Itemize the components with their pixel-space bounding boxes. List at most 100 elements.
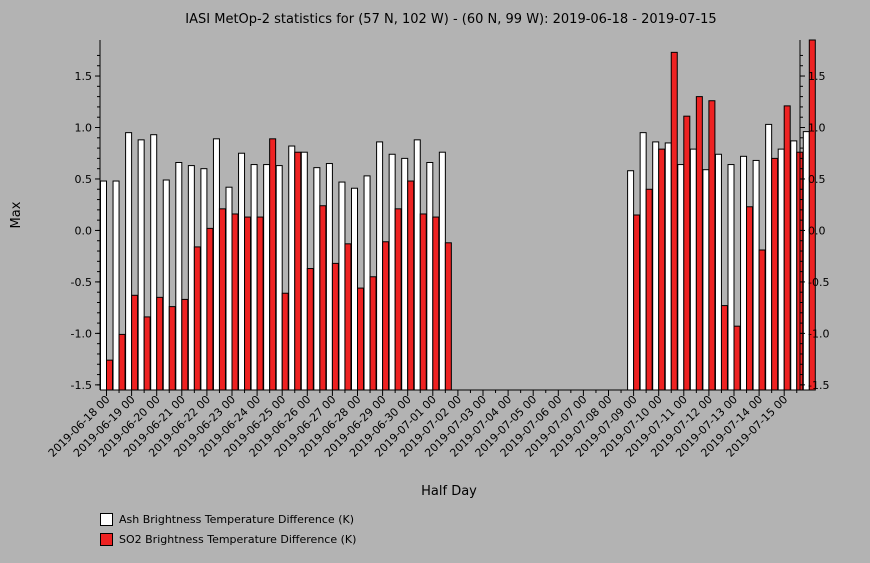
bar-so2 xyxy=(294,151,302,391)
bar-so2 xyxy=(394,208,402,391)
bar-ash xyxy=(627,170,635,391)
bar-ash xyxy=(212,138,220,391)
y-axis-label: Max xyxy=(9,201,24,228)
bar-ash xyxy=(639,132,647,391)
bar-so2 xyxy=(218,208,226,391)
y-tick-label-right: 0.5 xyxy=(808,173,826,186)
x-axis-label: Half Day xyxy=(421,484,477,499)
bar-ash xyxy=(438,151,446,391)
bar-ash xyxy=(740,155,748,391)
y-tick-label-left: -1.5 xyxy=(71,379,92,392)
bar-ash xyxy=(288,145,296,391)
bar-ash xyxy=(112,180,120,391)
bar-ash xyxy=(376,141,384,391)
bar-so2 xyxy=(319,205,327,391)
bar-so2 xyxy=(118,333,126,391)
bar-ash xyxy=(238,152,246,391)
bar-so2 xyxy=(231,213,239,391)
bar-ash xyxy=(125,132,133,391)
y-tick-label-left: 1.0 xyxy=(75,122,93,135)
bar-so2 xyxy=(382,241,390,391)
y-tick-label-left: -1.0 xyxy=(71,327,92,340)
y-tick-label-left: 0.5 xyxy=(75,173,93,186)
bar-so2 xyxy=(156,296,164,391)
bar-so2 xyxy=(369,276,377,391)
y-tick-label-right: -0.5 xyxy=(808,276,829,289)
bar-ash xyxy=(250,164,258,391)
bar-ash xyxy=(200,168,208,391)
bar-ash xyxy=(313,167,321,391)
bar-ash xyxy=(790,140,798,391)
bar-so2 xyxy=(131,294,139,391)
bar-so2 xyxy=(444,242,452,391)
bar-ash xyxy=(664,142,672,391)
bar-so2 xyxy=(758,249,766,391)
legend-label-ash: Ash Brightness Temperature Difference (K… xyxy=(119,513,354,526)
bar-so2 xyxy=(683,115,691,391)
legend-swatch-ash xyxy=(100,513,113,526)
bar-so2 xyxy=(168,306,176,391)
bar-so2 xyxy=(256,216,264,391)
bar-ash xyxy=(150,134,158,391)
bar-so2 xyxy=(143,316,151,391)
legend-item-so2: SO2 Brightness Temperature Difference (K… xyxy=(100,533,356,546)
bar-so2 xyxy=(708,100,716,391)
bar-ash xyxy=(802,131,810,391)
bar-ash xyxy=(714,153,722,391)
chart-title: IASI MetOp-2 statistics for (57 N, 102 W… xyxy=(185,12,716,27)
bar-so2 xyxy=(432,216,440,391)
bar-ash xyxy=(677,164,685,391)
bar-so2 xyxy=(331,262,339,391)
bar-so2 xyxy=(695,96,703,391)
bar-so2 xyxy=(344,243,352,391)
bar-ash xyxy=(187,165,195,391)
bar-ash xyxy=(401,157,409,391)
bar-ash xyxy=(752,159,760,391)
bar-so2 xyxy=(281,292,289,391)
bar-ash xyxy=(225,186,233,391)
bar-ash xyxy=(426,162,434,391)
bar-ash xyxy=(175,162,183,391)
bar-ash xyxy=(413,139,421,391)
bar-so2 xyxy=(808,39,816,391)
bar-ash xyxy=(652,141,660,391)
bar-so2 xyxy=(407,180,415,391)
bar-so2 xyxy=(633,214,641,391)
bar-so2 xyxy=(181,298,189,391)
bar-so2 xyxy=(746,206,754,391)
bar-so2 xyxy=(645,188,653,391)
bar-so2 xyxy=(357,287,364,391)
bar-ash xyxy=(338,181,346,391)
bar-ash xyxy=(162,179,170,391)
y-tick-label-left: 1.5 xyxy=(75,70,93,83)
bar-ash xyxy=(689,148,697,391)
bar-ash xyxy=(702,169,710,391)
legend-swatch-so2 xyxy=(100,533,113,546)
bar-so2 xyxy=(193,246,201,391)
bar-ash xyxy=(363,175,371,391)
bar-so2 xyxy=(244,216,252,391)
bar-ash xyxy=(727,164,735,391)
bar-ash xyxy=(765,123,773,391)
bar-so2 xyxy=(720,305,728,391)
bar-so2 xyxy=(771,157,779,391)
y-tick-label-right: 0.0 xyxy=(808,224,826,237)
bar-ash xyxy=(300,151,308,391)
bar-so2 xyxy=(106,359,113,391)
bar-ash xyxy=(777,148,785,391)
y-tick-label-right: -1.0 xyxy=(808,327,829,340)
bar-so2 xyxy=(670,51,678,391)
bar-so2 xyxy=(733,325,741,391)
y-tick-label-right: 1.5 xyxy=(808,70,826,83)
bar-ash xyxy=(351,187,358,391)
y-tick-label-left: -0.5 xyxy=(71,276,92,289)
bar-ash xyxy=(388,153,396,391)
bar-so2 xyxy=(419,213,427,391)
bar-ash xyxy=(325,163,333,391)
bar-ash xyxy=(137,139,145,391)
y-tick-label-left: 0.0 xyxy=(75,224,93,237)
bars-group xyxy=(100,39,816,391)
legend-item-ash: Ash Brightness Temperature Difference (K… xyxy=(100,513,354,526)
bar-ash xyxy=(275,165,283,391)
